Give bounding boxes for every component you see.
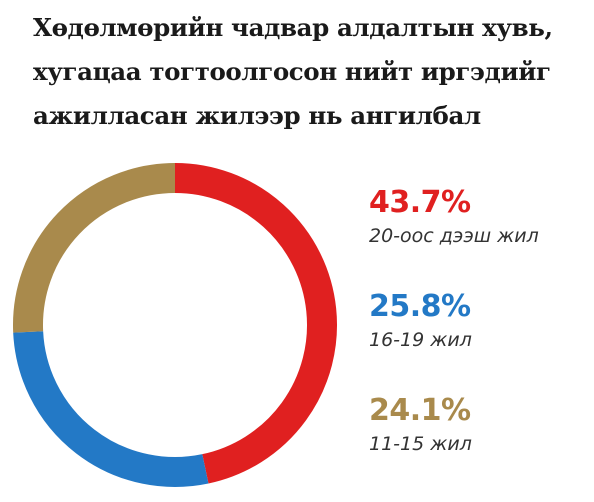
donut-slice	[13, 163, 176, 333]
legend-value: 25.8%	[369, 289, 471, 324]
legend-label: 11-15 жил	[369, 433, 472, 455]
legend-value: 43.7%	[369, 185, 471, 220]
chart-legend: 43.7% 20-оос дээш жил 25.8% 16-19 жил 24…	[369, 185, 589, 497]
legend-item: 25.8% 16-19 жил	[369, 289, 589, 393]
donut-slice	[13, 330, 209, 487]
donut-chart	[13, 163, 337, 487]
chart-title: Хөдөлмөрийн чадвар алдалтын хувь, хугаца…	[33, 6, 573, 138]
chart-title-line: ажилласан жилээр нь ангилбал	[33, 101, 481, 130]
chart-title-line: хугацаа тогтоолгосон нийт иргэдийг	[33, 57, 551, 86]
legend-label: 20-оос дээш жил	[369, 225, 539, 247]
legend-item: 24.1% 11-15 жил	[369, 393, 589, 497]
donut-slice	[174, 163, 337, 484]
legend-item: 43.7% 20-оос дээш жил	[369, 185, 589, 289]
legend-label: 16-19 жил	[369, 329, 472, 351]
chart-title-line: Хөдөлмөрийн чадвар алдалтын хувь,	[33, 13, 553, 42]
legend-value: 24.1%	[369, 393, 471, 428]
